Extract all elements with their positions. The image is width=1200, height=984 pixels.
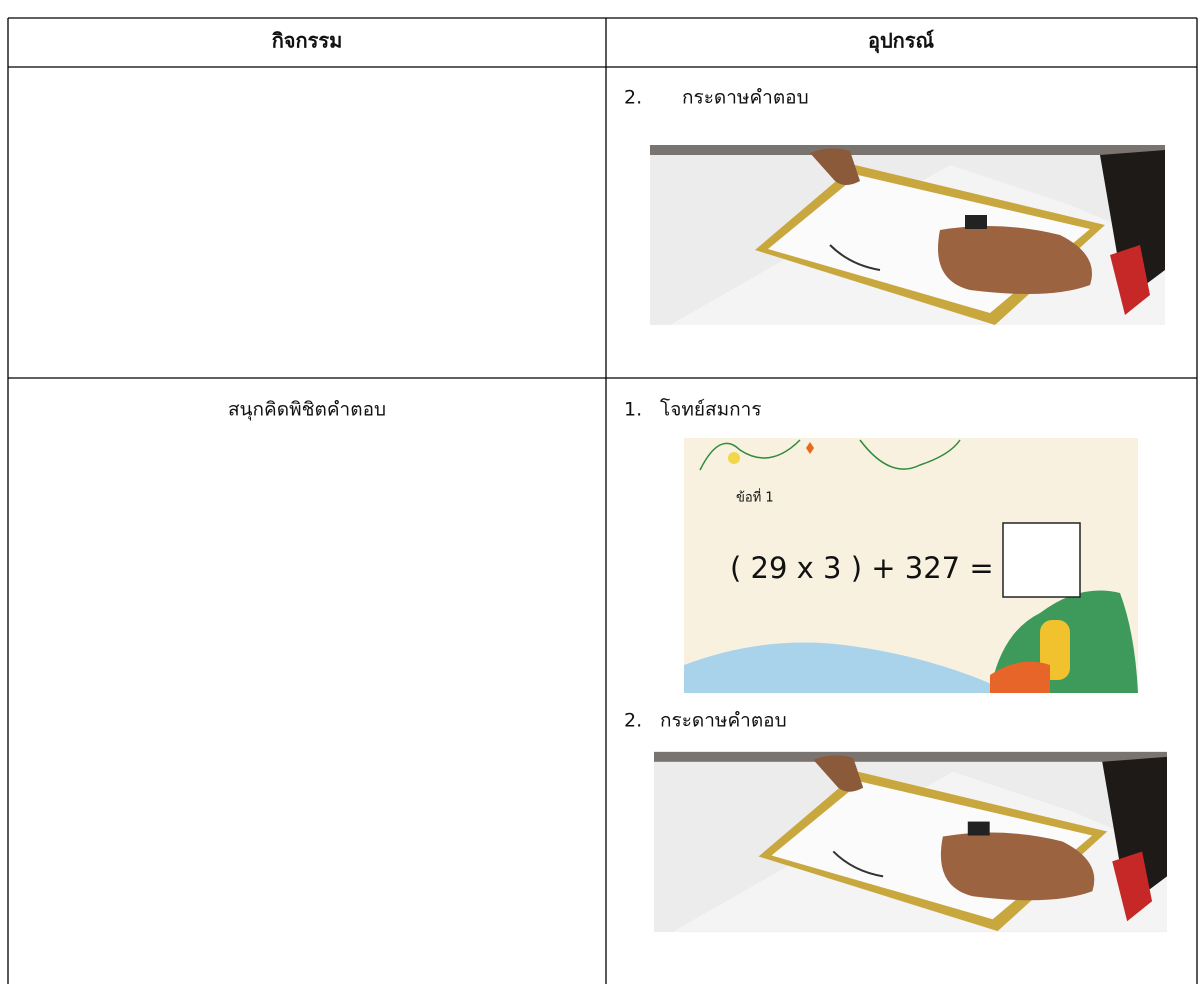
item-number: 1.	[624, 399, 642, 421]
photo	[650, 145, 1165, 325]
activity: สนุกคิดพิชิตคำตอบ	[228, 399, 386, 422]
equation-image: ข้อที่ 1 ( 29 x 3 ) + 327 =	[684, 438, 1138, 693]
equation: ( 29 x 3 ) + 327 =	[730, 551, 994, 585]
header-cell: อุปกรณ์	[868, 29, 935, 54]
item-label: โจทย์สมการ	[660, 398, 762, 421]
image-caption: ข้อที่ 1	[736, 489, 774, 506]
item-label: กระดาษคำตอบ	[682, 87, 809, 109]
item-number: 2.	[624, 87, 642, 109]
photo	[654, 751, 1167, 932]
item-number: 2.	[624, 710, 642, 732]
item-label: กระดาษคำตอบ	[660, 710, 787, 732]
header-cell: กิจกรรม	[272, 29, 343, 53]
